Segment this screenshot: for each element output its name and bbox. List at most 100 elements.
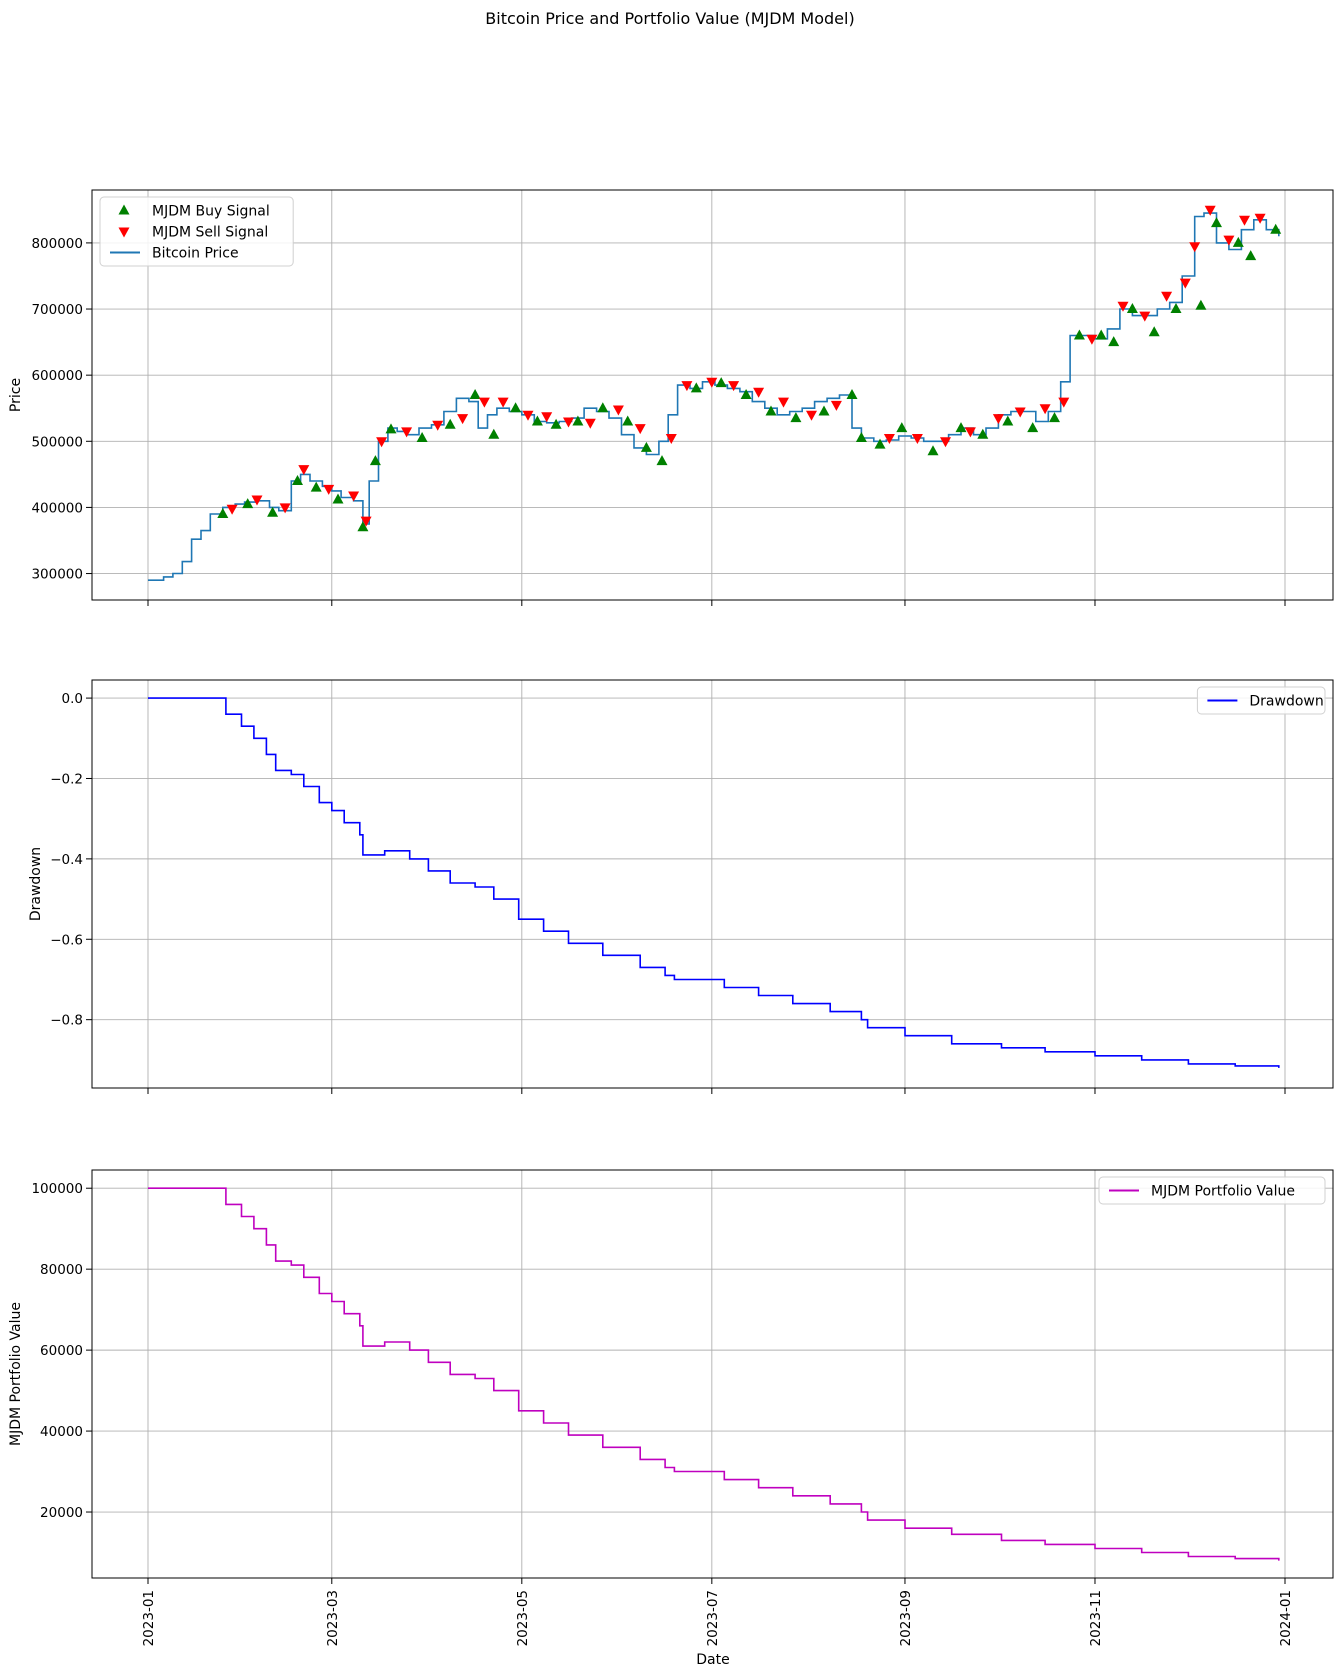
x-tick-label: 2023-09 (898, 1590, 914, 1646)
portfolio-y-axis-label: MJDM Portfolio Value (8, 1302, 24, 1446)
sell-signal-marker (251, 495, 263, 506)
buy-signal-marker (1095, 329, 1107, 340)
price-y-axis-label: Price (8, 378, 24, 412)
y-tick-label: 300000 (31, 567, 83, 583)
sell-signal-marker (1239, 215, 1250, 226)
sell-signal-marker (706, 377, 718, 388)
buy-signal-marker (874, 438, 886, 449)
sell-signal-marker (1058, 397, 1070, 408)
buy-signal-marker (640, 441, 652, 452)
sell-signal-marker (778, 397, 789, 408)
buy-signal-marker (385, 423, 397, 434)
buy-signal-marker (488, 428, 500, 439)
y-tick-label: 0.0 (62, 691, 83, 707)
buy-signal-marker (896, 422, 908, 433)
buy-signal-marker (510, 402, 522, 413)
buy-signal-marker (469, 389, 481, 399)
drawdown-series-line (148, 697, 1280, 1068)
buy-signal-marker (550, 418, 562, 429)
buy-signal-marker (1148, 326, 1160, 337)
buy-signal-marker (1108, 336, 1120, 347)
sell-signal-marker (1139, 311, 1151, 322)
buy-signal-marker (444, 418, 456, 429)
buy-signal-marker (1002, 415, 1014, 426)
legend-buy-marker (118, 204, 130, 215)
buy-signal-marker (690, 382, 702, 393)
drawdown-legend: Drawdown (1196, 686, 1326, 715)
sell-signal-marker (1014, 407, 1026, 418)
portfolio-axes-frame (91, 1169, 1334, 1579)
y-tick-label: 80000 (40, 1262, 83, 1278)
buy-signal-marker (369, 455, 381, 466)
buy-signal-marker (357, 521, 369, 532)
buy-signal-marker (740, 389, 752, 399)
buy-signal-marker (332, 493, 344, 504)
sell-signal-marker (1039, 404, 1051, 415)
sell-signal-marker (323, 484, 335, 495)
sell-signal-marker (1161, 291, 1173, 302)
buy-signal-marker (1211, 217, 1222, 228)
price-chart-panel: 300000 400000 500000 600000 700000 800000 Pric… (8, 189, 1334, 606)
sell-signal-marker (665, 434, 677, 444)
x-tick-label: 2024-01 (1278, 1590, 1294, 1646)
buy-signal-marker (292, 475, 303, 485)
buy-signal-marker (1126, 303, 1138, 313)
buy-signal-marker (1245, 250, 1257, 261)
price-series-line (148, 212, 1280, 581)
buy-signal-marker (765, 405, 777, 416)
y-tick-label: −0.2 (50, 771, 83, 787)
x-tick-label: 2023-05 (515, 1590, 531, 1646)
y-tick-label: 20000 (40, 1505, 83, 1521)
legend-box (99, 196, 294, 267)
buy-signal-marker (977, 428, 989, 439)
sell-signal-marker (681, 381, 693, 392)
y-tick-label: −0.6 (50, 932, 83, 948)
sell-signal-marker (563, 417, 574, 428)
price-legend: MJDM Buy Signal MJDM Sell Signal Bitcoin P… (99, 196, 294, 267)
buy-signal-marker (656, 455, 668, 466)
legend-sell-marker (118, 227, 130, 238)
portfolio-chart-panel: 20000 40000 60000 80000 100000 MJDM Portfolio… (8, 1169, 1334, 1584)
y-tick-label: 400000 (31, 500, 83, 516)
buy-signal-marker (790, 412, 802, 423)
sell-signal-marker (541, 412, 553, 423)
sell-signal-marker (279, 503, 291, 514)
sell-signal-marker (376, 437, 388, 448)
buy-signal-marker (622, 415, 634, 426)
drawdown-y-axis-label: Drawdown (28, 847, 44, 921)
sell-signal-marker (348, 491, 360, 502)
buy-signal-marker (1195, 299, 1207, 310)
buy-signal-marker (1027, 422, 1039, 433)
y-tick-label: 600000 (31, 368, 83, 384)
sell-signal-marker (497, 397, 509, 408)
legend-box (1196, 686, 1326, 715)
buy-signal-marker (1232, 236, 1244, 247)
sell-signal-marker (728, 381, 740, 392)
x-axis-label: Date (696, 1652, 729, 1668)
buy-signal-marker (217, 508, 229, 518)
sell-signal-marker (1189, 242, 1201, 253)
buy-signal-marker (416, 432, 428, 442)
legend-label: Drawdown (1249, 694, 1323, 710)
x-tick-label: 2023-11 (1088, 1590, 1104, 1646)
sell-signal-marker (360, 516, 372, 527)
legend-label: MJDM Sell Signal (152, 225, 268, 241)
sell-signal-marker (992, 414, 1004, 425)
sell-signal-marker (806, 410, 817, 421)
sell-signal-marker (1223, 235, 1235, 246)
buy-signal-marker (715, 377, 727, 388)
y-tick-label: 500000 (31, 434, 83, 450)
figure-title: Bitcoin Price and Portfolio Value (MJDM … (485, 9, 854, 28)
buy-signal-marker (955, 422, 967, 433)
buy-signal-marker (855, 432, 867, 442)
buy-signal-marker (818, 405, 830, 416)
buy-signal-marker (531, 415, 543, 426)
sell-signal-marker (401, 427, 413, 438)
y-tick-label: 60000 (40, 1343, 83, 1359)
buy-signal-marker (597, 402, 609, 413)
sell-signal-marker (432, 420, 444, 431)
sell-signal-marker (1179, 278, 1191, 289)
buy-signal-marker (1270, 223, 1282, 234)
buy-signal-marker (846, 389, 858, 399)
buy-signal-marker (267, 506, 279, 517)
